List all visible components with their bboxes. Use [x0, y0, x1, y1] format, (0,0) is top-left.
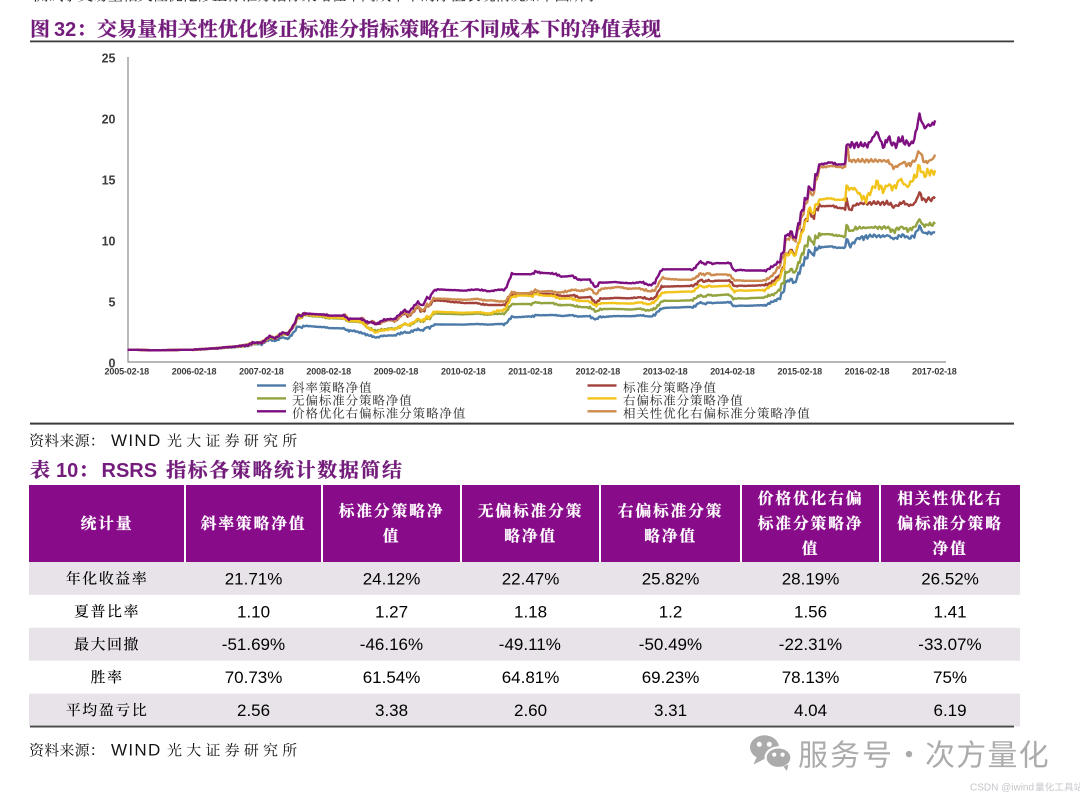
svg-text:61.54%: 61.54%: [363, 668, 421, 687]
svg-text:2009-02-18: 2009-02-18: [374, 367, 419, 377]
svg-text:75%: 75%: [933, 668, 967, 687]
svg-text:WIND: WIND: [111, 431, 162, 450]
svg-text:WIND: WIND: [111, 741, 162, 760]
svg-text:2011-02-18: 2011-02-18: [508, 367, 552, 377]
svg-text:28.19%: 28.19%: [782, 570, 840, 589]
svg-text:2.56: 2.56: [237, 701, 270, 720]
svg-text:10: 10: [102, 235, 116, 249]
svg-text:2.60: 2.60: [514, 701, 547, 720]
svg-text:5: 5: [109, 296, 116, 310]
svg-text:CSDN @iwind: CSDN @iwind: [970, 783, 1034, 794]
svg-text:32: 32: [54, 19, 76, 41]
svg-text:25.82%: 25.82%: [642, 570, 700, 589]
svg-text:-49.11%: -49.11%: [499, 635, 561, 654]
svg-text:2005-02-18: 2005-02-18: [105, 367, 150, 377]
svg-text:15: 15: [102, 174, 116, 188]
svg-text:70.73%: 70.73%: [225, 668, 283, 687]
svg-text:1.10: 1.10: [237, 602, 270, 621]
svg-text:1.2: 1.2: [659, 602, 683, 621]
svg-text:1.41: 1.41: [934, 602, 967, 621]
svg-text:78.13%: 78.13%: [782, 668, 840, 687]
svg-text:25: 25: [102, 52, 116, 66]
svg-text:2014-02-18: 2014-02-18: [710, 367, 755, 377]
svg-text:2017-02-18: 2017-02-18: [912, 367, 957, 377]
svg-text:20: 20: [102, 113, 116, 127]
svg-text:2016-02-18: 2016-02-18: [845, 367, 890, 377]
svg-text:2007-02-18: 2007-02-18: [239, 367, 284, 377]
svg-text:6.19: 6.19: [934, 701, 967, 720]
svg-text:2012-02-18: 2012-02-18: [576, 367, 621, 377]
svg-text:3.38: 3.38: [375, 701, 408, 720]
svg-text:1.27: 1.27: [375, 602, 408, 621]
svg-text:21.71%: 21.71%: [225, 570, 283, 589]
svg-text:22.47%: 22.47%: [502, 570, 560, 589]
svg-text:64.81%: 64.81%: [502, 668, 560, 687]
svg-text:10: 10: [56, 460, 78, 482]
svg-text:24.12%: 24.12%: [363, 570, 421, 589]
svg-text:0: 0: [109, 357, 116, 371]
svg-text:2015-02-18: 2015-02-18: [778, 367, 823, 377]
svg-text:-33.07%: -33.07%: [918, 635, 981, 654]
svg-text:2006-02-18: 2006-02-18: [172, 367, 217, 377]
svg-text:3.31: 3.31: [654, 701, 687, 720]
svg-text:-22.31%: -22.31%: [779, 635, 842, 654]
svg-text:4.04: 4.04: [794, 701, 827, 720]
svg-text:2008-02-18: 2008-02-18: [306, 367, 351, 377]
svg-text:-51.69%: -51.69%: [222, 635, 285, 654]
svg-text:2013-02-18: 2013-02-18: [643, 367, 688, 377]
svg-text:RSRS: RSRS: [102, 460, 158, 482]
svg-text:-46.16%: -46.16%: [360, 635, 423, 654]
svg-text:-50.49%: -50.49%: [639, 635, 702, 654]
svg-text:1.18: 1.18: [514, 602, 547, 621]
svg-text:26.52%: 26.52%: [921, 570, 979, 589]
svg-text:1.56: 1.56: [794, 602, 827, 621]
svg-text:69.23%: 69.23%: [642, 668, 700, 687]
svg-text:2010-02-18: 2010-02-18: [441, 367, 486, 377]
